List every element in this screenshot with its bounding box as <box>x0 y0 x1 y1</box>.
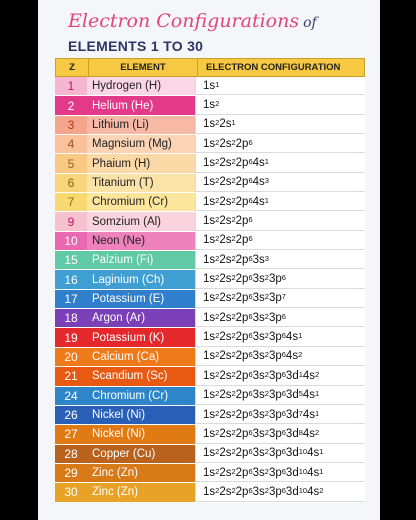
electron-configuration: 1s 2 2s 1 <box>195 115 365 135</box>
electron-configuration: 1s 2 2s 2 2p 6 4s 1 <box>195 193 365 212</box>
title-main: Electron Configurations <box>68 10 300 32</box>
element-name: Laginium (Ch) <box>87 270 195 289</box>
electron-configuration: 1s 2 2s 2 2p 6 3s 2 3p 6 3d 1 4s 2 <box>195 367 365 386</box>
electron-configuration: 1s 2 2s 2 2p 6 3s 2 3p 6 4s 1 <box>195 328 365 347</box>
element-name: Nickel (Ni) <box>87 425 195 444</box>
electron-configuration: 1s 2 2s 2 2p 6 <box>195 212 365 231</box>
electron-configuration: 1s 2 2s 2 2p 6 <box>195 135 365 154</box>
table-row: 29 Zinc (Zn) 1s 2 2s 2 2p 6 3s 2 3p 6 3d 10 4s 1 <box>55 463 365 484</box>
table-row: 4 Magnsium (Mg) 1s 2 2s 2 2p 6 <box>55 135 365 155</box>
table-row: 3 Lithium (Li) 1s 2 2s 1 <box>55 115 365 136</box>
element-name: Zinc (Zn) <box>87 483 195 502</box>
electron-configuration: 1s 2 2s 2 2p 6 3s 2 3p 6 3d 10 4s 1 <box>195 444 365 463</box>
electron-configuration: 1s 2 2s 2 2p 6 3s 2 3p 6 3d 8 4s 2 <box>195 425 365 444</box>
element-name: Palzium (Fi) <box>87 251 195 270</box>
table-row: 2 Helium (He) 1s 2 <box>55 96 365 116</box>
electron-configuration: 1s 2 2s 2 2p 6 3s 2 3p 6 3d 5 4s 1 <box>195 386 365 405</box>
element-name: Calcium (Ca) <box>87 347 195 367</box>
atomic-number: 15 <box>55 251 87 270</box>
atomic-number: 4 <box>55 135 87 154</box>
atomic-number: 10 <box>55 231 87 251</box>
table-row: 9 Somzium (Al) 1s 2 2s 2 2p 6 <box>55 212 365 232</box>
atomic-number: 17 <box>55 289 87 309</box>
atomic-number: 26 <box>55 405 87 425</box>
electron-configuration: 1s 2 2s 2 2p 6 3s 3 <box>195 251 365 270</box>
atomic-number: 5 <box>55 154 87 173</box>
electron-configuration: 1s 1 <box>195 77 365 96</box>
atomic-number: 2 <box>55 96 87 115</box>
atomic-number: 20 <box>55 347 87 367</box>
atomic-number: 18 <box>55 309 87 328</box>
atomic-number: 29 <box>55 463 87 483</box>
table-row: 30 Zinc (Zn) 1s 2 2s 2 2p 6 3s 2 3p 6 3d 10 4s 2 <box>55 483 365 503</box>
element-name: Hydrogen (H) <box>87 77 195 96</box>
electron-configuration: 1s 2 2s 2 2p 6 3s 2 3p 6 3d 10 4s 1 <box>195 463 365 483</box>
table-row: 17 Potassium (E) 1s 2 2s 2 2p 6 3s 2 3p 7 <box>55 289 365 310</box>
table-row: 1 Hydrogen (H) 1s 1 <box>55 77 365 97</box>
table-row: 24 Chromium (Cr) 1s 2 2s 2 2p 6 3s 2 3p 6 3d 5 4s 1 <box>55 386 365 406</box>
atomic-number: 27 <box>55 425 87 444</box>
element-name: Nickel (Ni) <box>87 405 195 425</box>
table-body: 1 Hydrogen (H) 1s 1 2 Helium (He) 1s 2 3 Lithium … <box>55 77 365 503</box>
electron-configuration: 1s 2 2s 2 2p 6 4s 3 <box>195 173 365 193</box>
table-row: 20 Calcium (Ca) 1s 2 2s 2 2p 6 3s 2 3p 6 4s 2 <box>55 347 365 368</box>
element-name: Chromium (Cr) <box>87 386 195 405</box>
page-title: Electron Configurations of <box>68 10 317 32</box>
table-row: 5 Phaium (H) 1s 2 2s 2 2p 6 4s 1 <box>55 154 365 174</box>
table-row: 18 Argon (Ar) 1s 2 2s 2 2p 6 3s 2 3p 6 <box>55 309 365 329</box>
table-row: 15 Palzium (Fi) 1s 2 2s 2 2p 6 3s 3 <box>55 251 365 271</box>
configuration-card: Electron Configurations of ELEMENTS 1 TO … <box>38 0 380 520</box>
atomic-number: 19 <box>55 328 87 347</box>
atomic-number: 3 <box>55 115 87 135</box>
element-name: Chromium (Cr) <box>87 193 195 212</box>
electron-configuration: 1s 2 <box>195 96 365 115</box>
electron-configuration: 1s 2 2s 2 2p 6 4s 1 <box>195 154 365 173</box>
table-row: 7 Chromium (Cr) 1s 2 2s 2 2p 6 4s 1 <box>55 193 365 213</box>
table-row: 26 Nickel (Ni) 1s 2 2s 2 2p 6 3s 2 3p 6 3d 7 4s 1 <box>55 405 365 426</box>
atomic-number: 9 <box>55 212 87 231</box>
header-config: ELECTRON CONFIGURATION <box>206 62 341 73</box>
electron-configuration: 1s 2 2s 2 2p 6 3s 2 3p 6 <box>195 270 365 289</box>
atomic-number: 24 <box>55 386 87 405</box>
atomic-number: 30 <box>55 483 87 502</box>
element-name: Lithium (Li) <box>87 115 195 135</box>
electron-configuration: 1s 2 2s 2 2p 6 3s 2 3p 7 <box>195 289 365 309</box>
atomic-number: 6 <box>55 173 87 193</box>
table-header: Z ELEMENT ELECTRON CONFIGURATION <box>55 58 365 77</box>
element-name: Phaium (H) <box>87 154 195 173</box>
header-z: Z <box>56 59 89 76</box>
element-name: Copper (Cu) <box>87 444 195 463</box>
electron-configuration: 1s 2 2s 2 2p 6 3s 2 3p 6 <box>195 309 365 328</box>
element-name: Neon (Ne) <box>87 231 195 251</box>
element-name: Scandium (Sc) <box>87 367 195 386</box>
electron-configuration: 1s 2 2s 2 2p 6 3s 2 3p 6 4s 2 <box>195 347 365 367</box>
atomic-number: 1 <box>55 77 87 96</box>
table-row: 27 Nickel (Ni) 1s 2 2s 2 2p 6 3s 2 3p 6 3d 8 4s 2 <box>55 425 365 445</box>
configuration-table: Z ELEMENT ELECTRON CONFIGURATION 1 Hydrog… <box>55 58 365 503</box>
element-name: Helium (He) <box>87 96 195 115</box>
atomic-number: 21 <box>55 367 87 386</box>
element-name: Potassium (E) <box>87 289 195 309</box>
table-row: 28 Copper (Cu) 1s 2 2s 2 2p 6 3s 2 3p 6 3d 10 4s 1 <box>55 444 365 464</box>
atomic-number: 7 <box>55 193 87 212</box>
atomic-number: 16 <box>55 270 87 289</box>
atomic-number: 28 <box>55 444 87 463</box>
title-of: of <box>303 15 317 31</box>
electron-configuration: 1s 2 2s 2 2p 6 3s 2 3p 6 3d 7 4s 1 <box>195 405 365 425</box>
electron-configuration: 1s 2 2s 2 2p 6 3s 2 3p 6 3d 10 4s 2 <box>195 483 365 502</box>
table-row: 19 Potassium (K) 1s 2 2s 2 2p 6 3s 2 3p 6 4s 1 <box>55 328 365 348</box>
element-name: Magnsium (Mg) <box>87 135 195 154</box>
page-subtitle: ELEMENTS 1 TO 30 <box>68 38 204 54</box>
element-name: Somzium (Al) <box>87 212 195 231</box>
table-row: 16 Laginium (Ch) 1s 2 2s 2 2p 6 3s 2 3p 6 <box>55 270 365 290</box>
element-name: Potassium (K) <box>87 328 195 347</box>
table-row: 10 Neon (Ne) 1s 2 2s 2 2p 6 <box>55 231 365 252</box>
table-row: 21 Scandium (Sc) 1s 2 2s 2 2p 6 3s 2 3p 6 3d 1 4s 2 <box>55 367 365 387</box>
header-element: ELEMENT <box>89 59 198 76</box>
table-row: 6 Titanium (T) 1s 2 2s 2 2p 6 4s 3 <box>55 173 365 194</box>
element-name: Titanium (T) <box>87 173 195 193</box>
element-name: Zinc (Zn) <box>87 463 195 483</box>
element-name: Argon (Ar) <box>87 309 195 328</box>
electron-configuration: 1s 2 2s 2 2p 6 <box>195 231 365 251</box>
